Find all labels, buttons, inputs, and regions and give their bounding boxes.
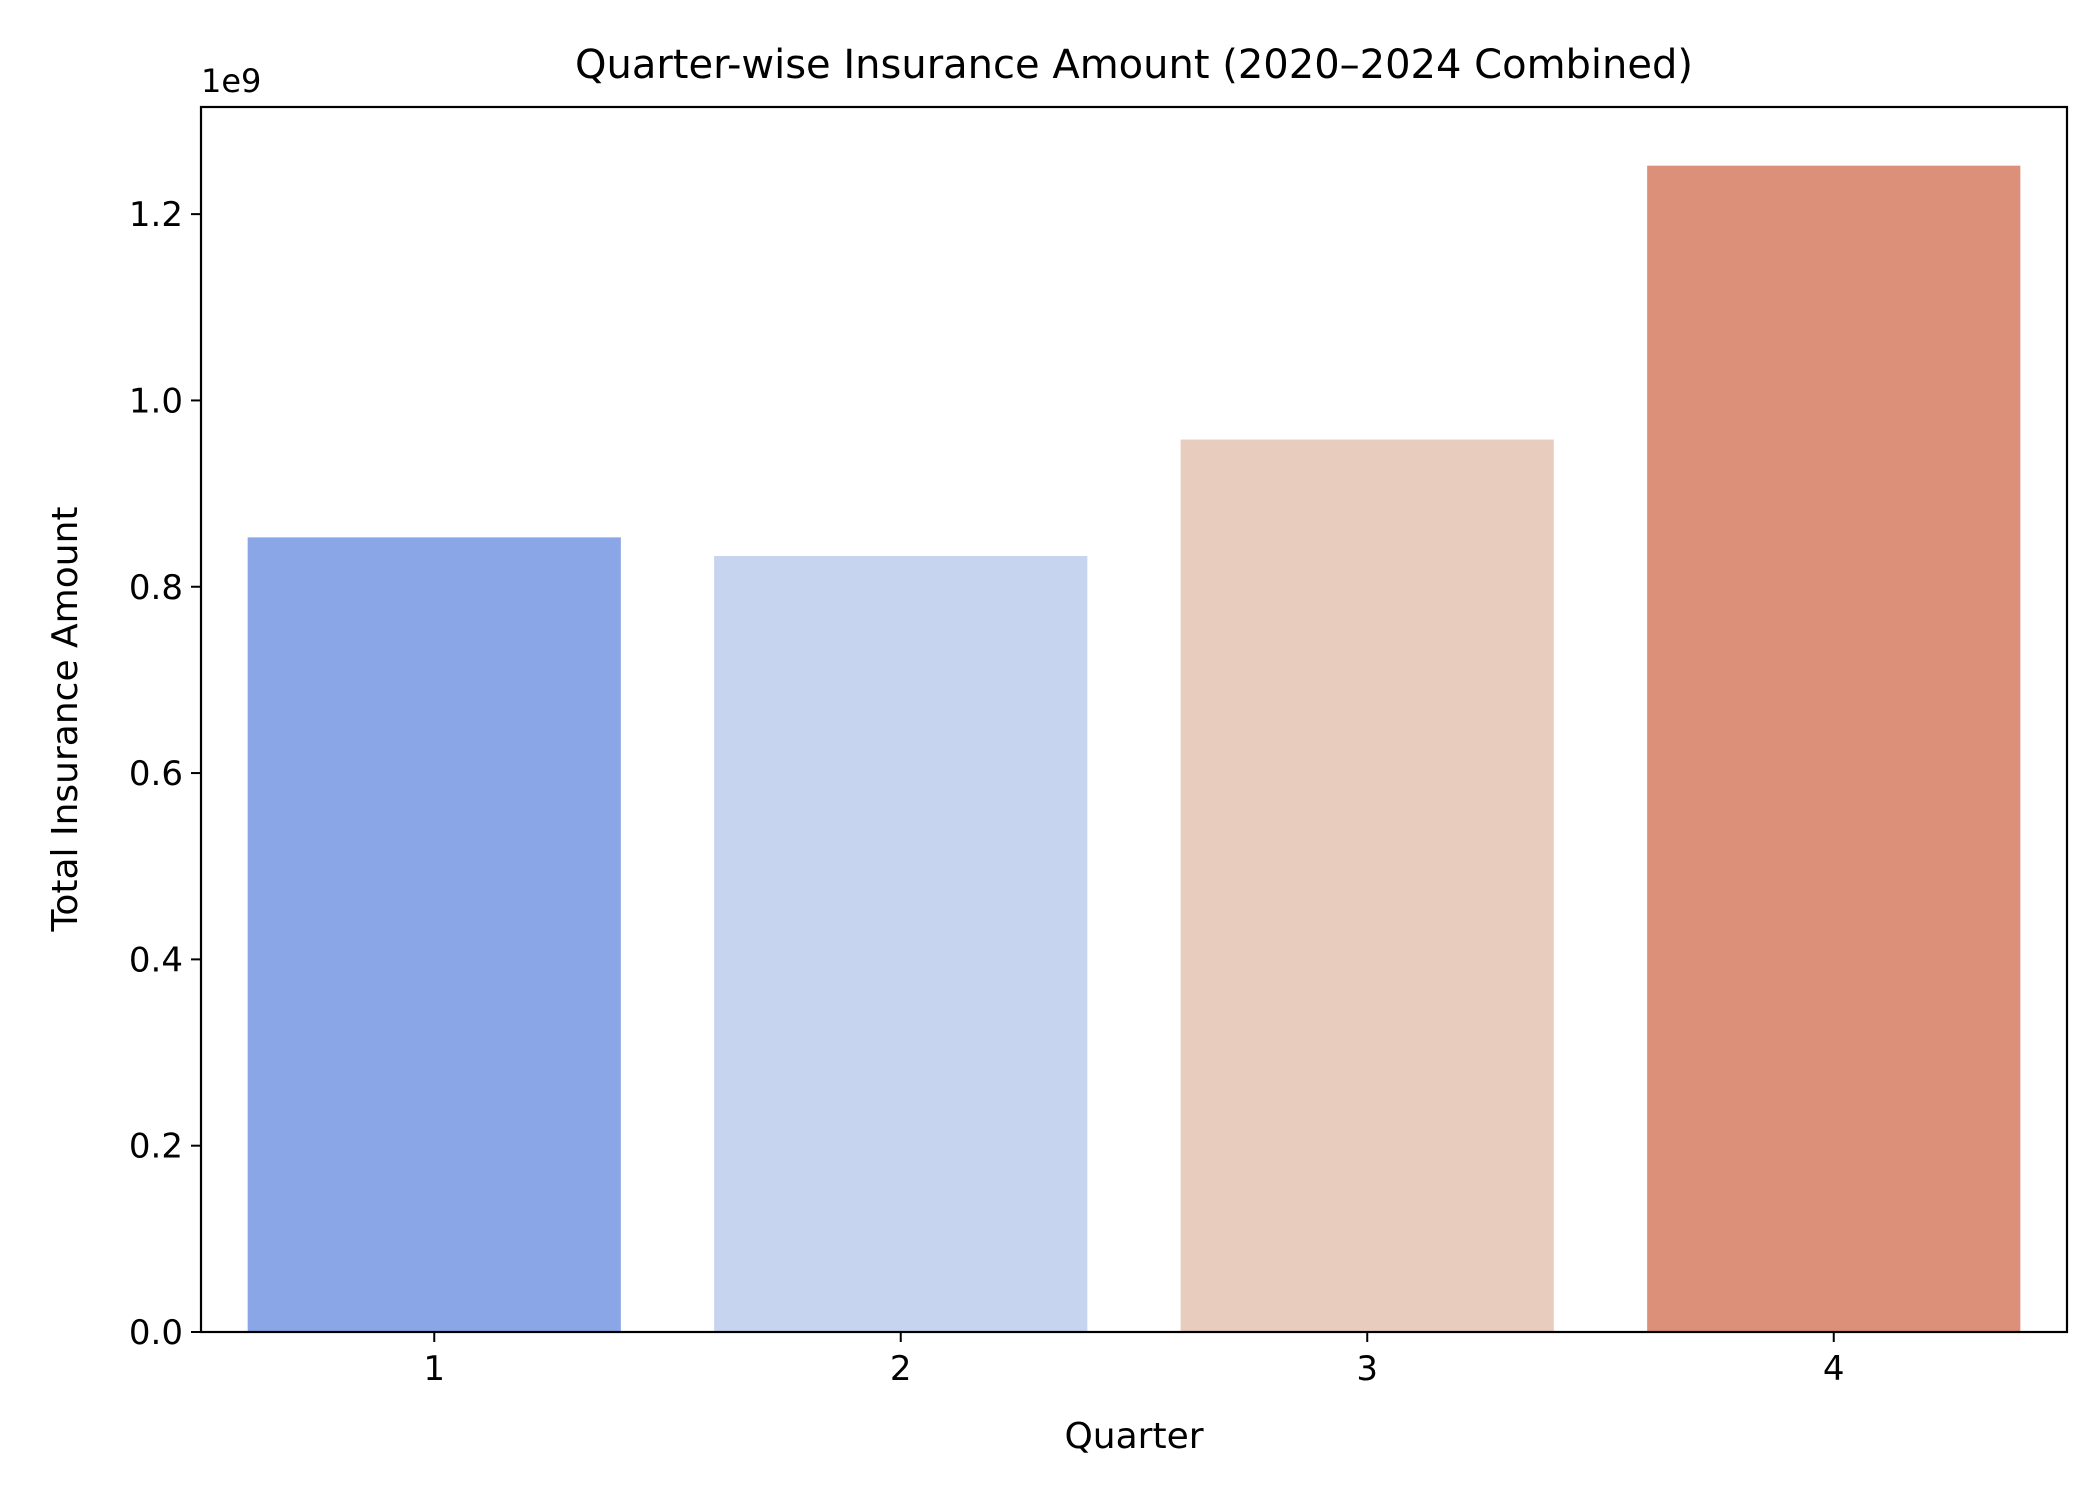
y-tick-label: 1.0 [129, 381, 183, 421]
bar-quarter-2 [714, 556, 1088, 1332]
x-tick-label: 4 [1823, 1349, 1845, 1389]
y-tick-label: 1.2 [129, 195, 183, 235]
bar-quarter-1 [247, 537, 621, 1332]
x-tick-label: 2 [890, 1349, 912, 1389]
x-tick-label: 1 [423, 1349, 445, 1389]
y-axis: 0.0 0.2 0.4 0.6 0.8 1.0 1.2 [129, 195, 201, 1353]
bar-quarter-3 [1180, 439, 1554, 1332]
chart-title: Quarter-wise Insurance Amount (2020–2024… [575, 42, 1693, 88]
x-axis: 1 2 3 4 [423, 1332, 1845, 1389]
y-tick-label: 0.4 [129, 940, 183, 980]
bar-quarter-4 [1647, 165, 2021, 1332]
y-axis-label: Total Insurance Amount [45, 506, 86, 932]
bars-layer [247, 165, 2021, 1332]
y-tick-label: 0.6 [129, 754, 183, 794]
y-offset-label: 1e9 [201, 62, 261, 100]
plot-area-frame [199, 105, 2069, 1334]
y-tick-label: 0.2 [129, 1127, 183, 1167]
y-tick-label: 0.0 [129, 1313, 183, 1353]
x-axis-label: Quarter [1064, 1416, 1203, 1457]
x-tick-label: 3 [1356, 1349, 1378, 1389]
y-tick-label: 0.8 [129, 568, 183, 608]
